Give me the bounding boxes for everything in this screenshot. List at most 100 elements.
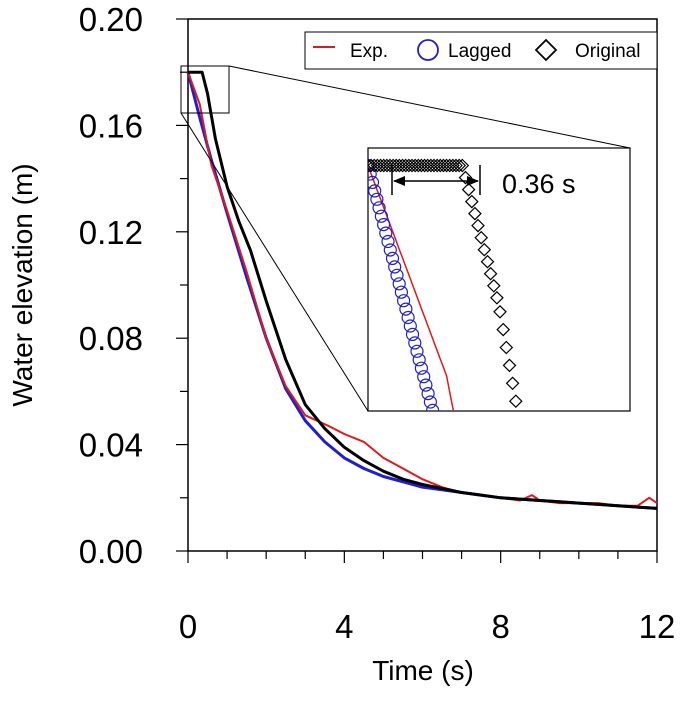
inset-marker-original xyxy=(516,431,528,443)
legend-original-label: Original xyxy=(575,41,640,62)
x-tick-label: 8 xyxy=(491,608,509,645)
inset-marker-original xyxy=(508,394,523,409)
inset-frame xyxy=(367,147,631,412)
inset-marker-lagged xyxy=(421,387,435,401)
inset-marker-original xyxy=(471,218,485,233)
inset-marker-lagged xyxy=(381,234,395,249)
inset-marker-original xyxy=(493,304,507,319)
inset-marker-original xyxy=(368,158,375,173)
inset-marker-original xyxy=(408,158,423,173)
inset-marker-lagged xyxy=(401,310,415,325)
inset-annotation-text: 0.36 s xyxy=(502,169,576,199)
legend-lagged-label: Lagged xyxy=(448,41,511,62)
inset-marker-original xyxy=(461,182,476,197)
inset-marker-lagged xyxy=(438,447,450,459)
inset-marker-original xyxy=(389,158,404,173)
inset-marker-lagged xyxy=(410,344,424,358)
inset-marker-lagged xyxy=(390,268,404,282)
inset-marker-lagged xyxy=(370,192,384,206)
x-axis-title: Time (s) xyxy=(372,655,474,686)
x-tick-label: 0 xyxy=(179,608,197,645)
inset-marker-lagged xyxy=(385,251,400,265)
zoom-connector-bottom xyxy=(180,112,369,412)
legend-lagged-swatch xyxy=(417,39,439,61)
y-tick-label: 0.20 xyxy=(79,1,143,38)
inset-marker-original xyxy=(486,278,501,293)
inset-marker-original xyxy=(480,254,495,269)
inset-marker-lagged xyxy=(368,184,382,198)
inset-marker-original xyxy=(376,158,391,173)
inset-marker-lagged xyxy=(388,260,402,274)
legend: Exp. Lagged Original xyxy=(304,31,658,70)
inset-marker-original xyxy=(464,194,479,209)
inset-marker-lagged xyxy=(374,209,388,223)
inset-marker-lagged xyxy=(417,370,431,384)
inset-marker-original xyxy=(513,413,525,425)
inset-marker-lagged xyxy=(372,201,386,215)
inset-marker-original xyxy=(373,158,388,173)
inset-marker-lagged xyxy=(403,319,417,333)
inset-marker-original xyxy=(449,158,463,173)
inset-marker-original xyxy=(424,158,438,173)
inset-marker-original xyxy=(368,158,382,173)
inset-marker-original xyxy=(496,322,511,337)
inset-marker-lagged xyxy=(392,277,406,291)
y-axis-title: Water elevation (m) xyxy=(7,163,38,406)
series-lines xyxy=(186,70,658,510)
inset-marker-original xyxy=(532,520,544,532)
zoom-connector-top xyxy=(228,65,631,149)
inset-marker-lagged xyxy=(377,218,391,232)
inset-marker-original xyxy=(405,158,419,173)
legend-original-swatch xyxy=(534,38,558,62)
inset-marker-original xyxy=(483,266,498,281)
y-tick-label: 0.08 xyxy=(79,320,143,357)
inset-marker-original xyxy=(430,158,445,173)
x-tick-label: 12 xyxy=(639,608,676,645)
inset-marker-original xyxy=(490,290,504,305)
inset-marker-original xyxy=(455,158,470,173)
inset-marker-lagged xyxy=(433,430,445,442)
inset-marker-original xyxy=(477,242,492,257)
inset-marker-original xyxy=(398,158,413,173)
inset-marker-lagged xyxy=(412,353,426,367)
inset-marker-original xyxy=(439,158,454,173)
inset-marker-original xyxy=(458,170,473,185)
inset-marker-lagged xyxy=(429,413,441,425)
inset-marker-lagged xyxy=(399,302,413,316)
y-tick-label: 0.12 xyxy=(79,214,143,251)
x-tick-label: 4 xyxy=(335,608,353,645)
inset-marker-original xyxy=(529,503,541,515)
inset-marker-original xyxy=(433,158,448,173)
inset-marker-original xyxy=(383,158,397,173)
inset-arrowhead-left xyxy=(393,176,405,186)
axis-ticks xyxy=(176,18,658,563)
inset-marker-lagged xyxy=(383,243,397,257)
series-line-original xyxy=(188,70,658,510)
inset-marker-lagged xyxy=(368,175,380,189)
inset-marker-original xyxy=(392,158,407,173)
inset-plot: 0.36 s xyxy=(367,147,631,532)
inset-marker-original xyxy=(505,376,520,391)
inset-marker-original xyxy=(427,158,441,173)
inset-marker-lagged xyxy=(423,395,437,409)
inset-marker-original xyxy=(386,158,401,173)
inset-marker-lagged xyxy=(397,294,411,308)
inset-marker-lagged xyxy=(436,438,448,450)
inset-series xyxy=(368,158,544,532)
legend-box xyxy=(304,31,658,70)
inset-marker-original xyxy=(417,158,432,173)
zoom-region-box xyxy=(180,65,230,114)
y-tick-label: 0.00 xyxy=(79,533,143,570)
inset-marker-original xyxy=(411,158,426,173)
inset-marker-lagged xyxy=(394,285,408,299)
inset-marker-lagged xyxy=(414,361,428,375)
inset-marker-original xyxy=(368,158,378,173)
inset-marker-lagged xyxy=(408,336,422,350)
inset-marker-original xyxy=(452,158,467,173)
inset-marker-lagged xyxy=(419,378,433,392)
inset-marker-lagged xyxy=(405,327,420,341)
inset-marker-original xyxy=(436,158,451,173)
legend-exp-label: Exp. xyxy=(350,41,388,62)
inset-marker-original xyxy=(442,158,457,173)
